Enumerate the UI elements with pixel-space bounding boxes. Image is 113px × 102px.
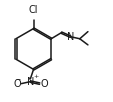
Text: O: O (13, 79, 21, 89)
Text: −: − (15, 76, 21, 81)
Text: O: O (40, 79, 47, 89)
Text: Cl: Cl (29, 5, 38, 15)
Text: N: N (66, 32, 74, 42)
Text: N: N (27, 77, 34, 87)
Text: +: + (33, 74, 38, 79)
